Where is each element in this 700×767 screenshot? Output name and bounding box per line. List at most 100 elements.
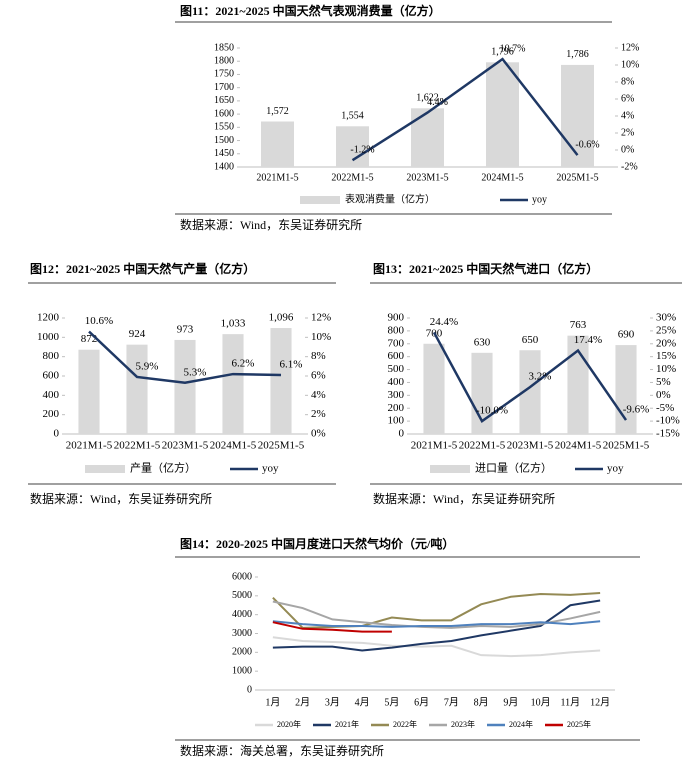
y-tick-label: 1600 — [214, 108, 234, 119]
y-tick-label: 5000 — [232, 590, 252, 601]
data-label: -10.0% — [476, 405, 508, 417]
data-label: 650 — [522, 334, 539, 346]
x-tick-label: 2021M1-5 — [66, 440, 113, 452]
y-tick-label: 1550 — [214, 122, 234, 133]
data-label: 630 — [474, 336, 491, 348]
data-label: 6.1% — [280, 359, 303, 371]
chart-title: 图13：2021~2025 中国天然气进口（亿方） — [373, 261, 598, 276]
data-label: 10.6% — [85, 315, 113, 327]
x-tick-label: 2022M1-5 — [459, 440, 506, 452]
data-label: 10.7% — [500, 43, 526, 54]
data-label: 1,572 — [266, 106, 289, 117]
y-tick-label: 1650 — [214, 95, 234, 106]
y2-tick-label: -2% — [621, 161, 638, 172]
y2-tick-label: 25% — [656, 324, 676, 336]
data-label: 1,096 — [269, 312, 294, 324]
data-label: 1,033 — [221, 318, 246, 330]
y-tick-label: 200 — [388, 402, 405, 414]
x-tick-label: 2月 — [295, 696, 310, 708]
y-tick-label: 2000 — [232, 647, 252, 658]
data-label: 872 — [81, 333, 98, 345]
x-tick-label: 2023M1-5 — [162, 440, 209, 452]
bar — [222, 334, 244, 434]
data-label: 973 — [177, 323, 194, 335]
x-tick-label: 1月 — [265, 696, 280, 708]
y-tick-label: 200 — [43, 408, 60, 420]
chart-title: 图14：2020-2025 中国月度进口天然气均价（元/吨） — [180, 536, 454, 551]
y-tick-label: 1750 — [214, 69, 234, 80]
y2-tick-label: 6% — [311, 370, 326, 382]
legend-label: 2023年 — [451, 719, 475, 729]
x-tick-label: 2023M1-5 — [406, 172, 448, 183]
legend-label: yoy — [532, 194, 547, 205]
data-label: 5.9% — [136, 360, 159, 372]
y2-tick-label: 12% — [311, 312, 331, 324]
data-label: 17.4% — [574, 334, 602, 346]
line-series — [272, 600, 601, 629]
y-tick-label: 1450 — [214, 148, 234, 159]
data-label: -1.2% — [350, 144, 374, 155]
data-label: -0.6% — [575, 139, 599, 150]
y-tick-label: 800 — [388, 324, 405, 336]
x-tick-label: 8月 — [474, 696, 489, 708]
y-tick-label: 1200 — [37, 312, 60, 324]
y-tick-label: 1000 — [37, 331, 60, 343]
y-tick-label: 3000 — [232, 628, 252, 639]
x-tick-label: 3月 — [325, 696, 340, 708]
y-tick-label: 1400 — [214, 161, 234, 172]
x-tick-label: 2021M1-5 — [411, 440, 458, 452]
data-label: 3.2% — [529, 371, 552, 383]
source: 数据来源：Wind，东吴证券研究所 — [373, 491, 555, 506]
chart-title: 图11：2021~2025 中国天然气表观消费量（亿方） — [180, 3, 441, 18]
data-label: 1,622 — [416, 93, 439, 104]
line-series — [272, 592, 601, 629]
legend-label: 2021年 — [335, 719, 359, 729]
bar — [561, 64, 594, 167]
x-tick-label: 7月 — [444, 696, 459, 708]
bar — [615, 345, 637, 434]
x-tick-label: 2021M1-5 — [256, 172, 298, 183]
x-tick-label: 2022M1-5 — [331, 172, 373, 183]
y-tick-label: 0 — [247, 684, 252, 695]
line-series — [272, 621, 392, 633]
data-label: 1,796 — [491, 47, 514, 58]
y2-tick-label: 10% — [656, 363, 676, 375]
line-series — [272, 620, 601, 628]
line-series — [432, 331, 628, 423]
bar — [486, 62, 519, 167]
bar — [126, 344, 148, 434]
x-tick-label: 2024M1-5 — [210, 440, 257, 452]
legend-label: 进口量（亿方） — [475, 461, 552, 475]
x-tick-label: 2025M1-5 — [603, 440, 650, 452]
y2-tick-label: 10% — [621, 59, 639, 70]
y2-tick-label: 4% — [621, 110, 634, 121]
y2-tick-label: 15% — [656, 350, 676, 362]
y-tick-label: 0 — [399, 428, 405, 440]
bar — [78, 349, 100, 434]
x-tick-label: 4月 — [355, 696, 370, 708]
y2-tick-label: 6% — [621, 93, 634, 104]
y-tick-label: 1000 — [232, 665, 252, 676]
y2-tick-label: 2% — [621, 127, 634, 138]
bar — [411, 108, 444, 167]
legend-label: 表观消费量（亿方） — [345, 192, 435, 205]
y-tick-label: 400 — [43, 389, 60, 401]
x-tick-label: 11月 — [561, 696, 581, 708]
y-tick-label: 1850 — [214, 42, 234, 53]
legend-swatch — [300, 196, 340, 204]
data-label: 6.2% — [232, 358, 255, 370]
legend-label: yoy — [607, 463, 624, 475]
x-tick-label: 2024M1-5 — [481, 172, 523, 183]
y2-tick-label: 10% — [311, 331, 331, 343]
line-series — [272, 636, 601, 658]
legend-label: yoy — [262, 463, 279, 475]
x-tick-label: 2022M1-5 — [114, 440, 161, 452]
y2-tick-label: 0% — [656, 389, 671, 401]
legend-label: 2020年 — [277, 719, 301, 729]
legend-swatch — [430, 465, 470, 473]
line-series — [88, 330, 282, 385]
y-tick-label: 800 — [43, 350, 60, 362]
x-tick-label: 9月 — [503, 696, 518, 708]
y2-tick-label: 2% — [311, 408, 326, 420]
